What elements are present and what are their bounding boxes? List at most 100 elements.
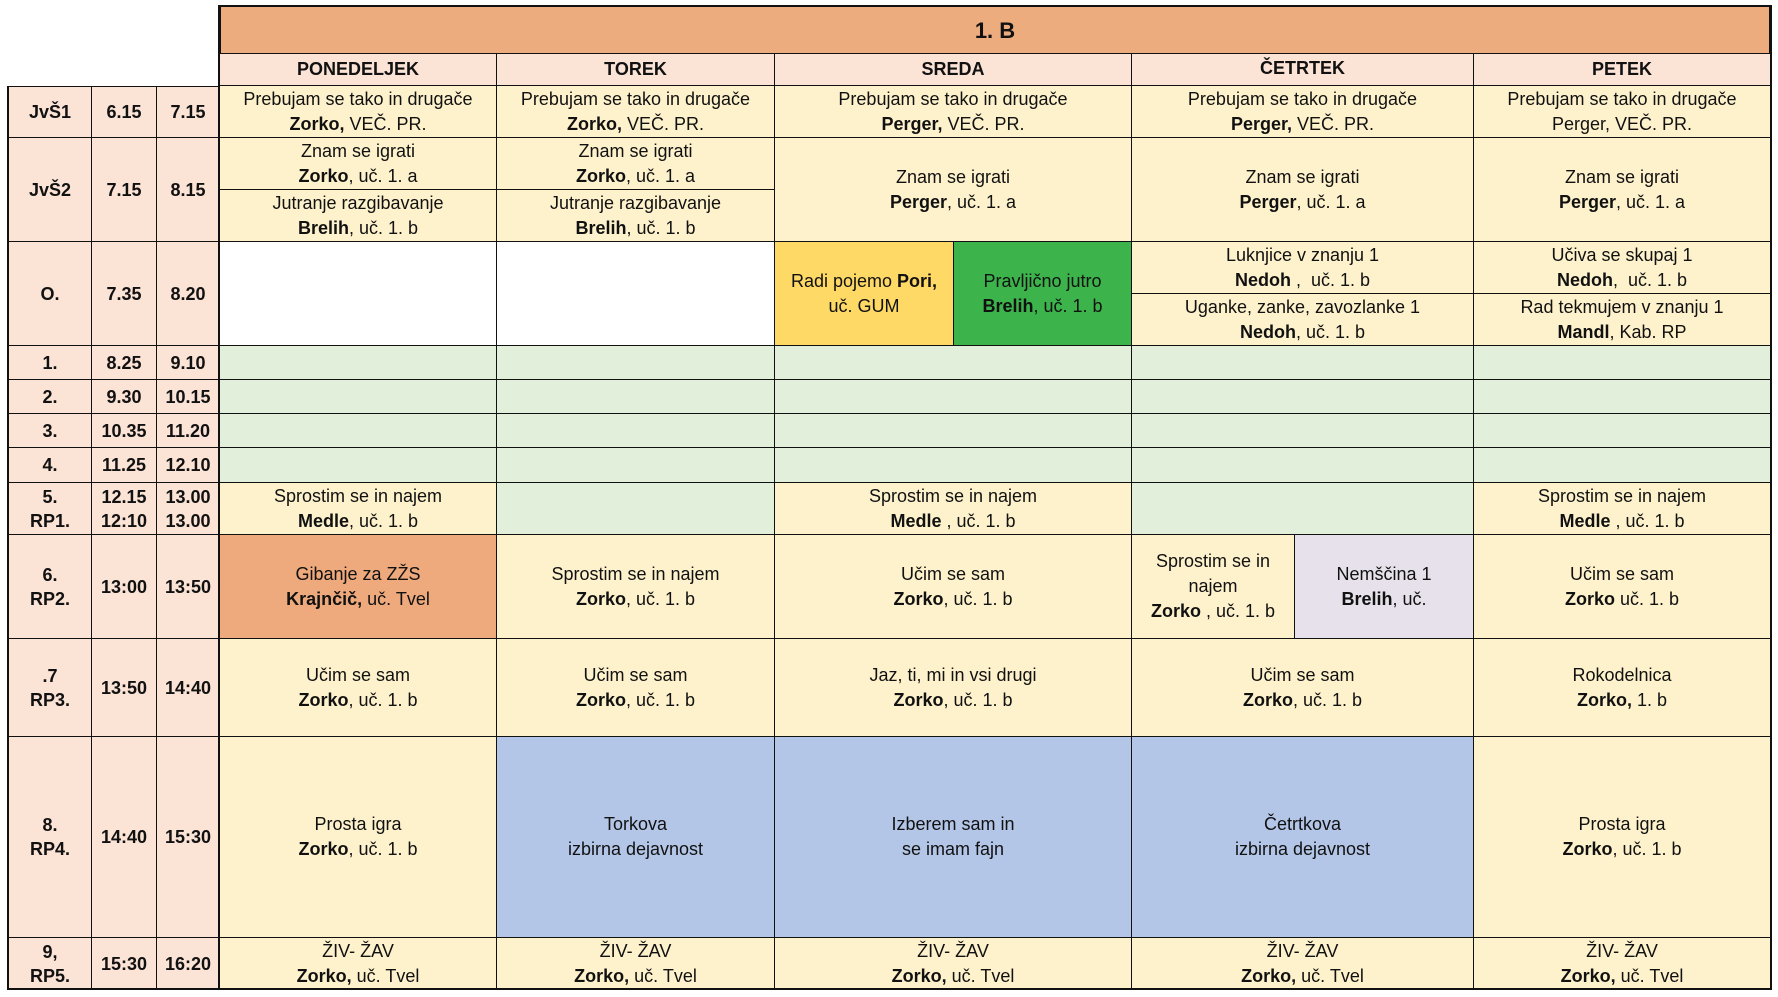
day-header-tuesday: TOREK <box>496 53 774 86</box>
cell-monday-jvs2-b: Jutranje razgibavanje Brelih, uč. 1. b <box>219 190 496 242</box>
day-header-thursday: ČETRTEK <box>1131 53 1473 86</box>
cell-tuesday-rp3: Učim se sam Zorko, uč. 1. b <box>496 639 774 737</box>
cell-thursday-rp2-a: Sprostim se in najem Zorko , uč. 1. b <box>1131 535 1294 639</box>
cell-friday-o-b: Rad tekmujem v znanju 1 Mandl, Kab. RP <box>1473 294 1771 346</box>
cell-monday-jvs1: Prebujam se tako in drugače Zorko, VEČ. … <box>219 86 496 138</box>
empty-lesson-cell <box>774 346 1131 380</box>
row-end-time: 10.15 <box>156 380 219 414</box>
empty-lesson-cell <box>774 448 1131 483</box>
row-end-time: 7.15 <box>156 86 219 138</box>
row-end-time: 8.15 <box>156 138 219 242</box>
cell-wednesday-rp1: Sprostim se in najem Medle , uč. 1. b <box>774 483 1131 535</box>
cell-friday-rp2: Učim se sam Zorko uč. 1. b <box>1473 535 1771 639</box>
row-label: 6. RP2. <box>8 535 91 639</box>
row-end-time: 11.20 <box>156 414 219 448</box>
day-header-monday: PONEDELJEK <box>219 53 496 86</box>
row-label: .7 RP3. <box>8 639 91 737</box>
row-start-time: 12.15 12:10 <box>91 483 156 535</box>
cell-thursday-rp4: Četrtkova izbirna dejavnost <box>1131 737 1473 938</box>
empty-lesson-cell <box>1131 380 1473 414</box>
cell-wednesday-rp3: Jaz, ti, mi in vsi drugi Zorko, uč. 1. b <box>774 639 1131 737</box>
row-start-time: 8.25 <box>91 346 156 380</box>
empty-lesson-cell <box>496 380 774 414</box>
cell-monday-rp5: ŽIV- ŽAV Zorko, uč. Tvel <box>219 938 496 990</box>
cell-friday-rp5: ŽIV- ŽAV Zorko, uč. Tvel <box>1473 938 1771 990</box>
empty-lesson-cell <box>1473 448 1771 483</box>
cell-tuesday-jvs2-a: Znam se igrati Zorko, uč. 1. a <box>496 138 774 190</box>
row-end-time: 12.10 <box>156 448 219 483</box>
row-label: 8. RP4. <box>8 737 91 938</box>
cell-wednesday-o-b: Pravljično jutro Brelih, uč. 1. b <box>953 242 1131 346</box>
row-end-time: 14:40 <box>156 639 219 737</box>
cell-thursday-o-b: Uganke, zanke, zavozlanke 1 Nedoh, uč. 1… <box>1131 294 1473 346</box>
row-end-time: 8.20 <box>156 242 219 346</box>
row-label: 9, RP5. <box>8 938 91 990</box>
empty-lesson-cell <box>1473 380 1771 414</box>
row-start-time: 13:00 <box>91 535 156 639</box>
cell-friday-rp1: Sprostim se in najem Medle , uč. 1. b <box>1473 483 1771 535</box>
cell-monday-rp4: Prosta igra Zorko, uč. 1. b <box>219 737 496 938</box>
empty-lesson-cell <box>1131 346 1473 380</box>
outer-border-left <box>7 86 9 990</box>
row-label: O. <box>8 242 91 346</box>
cell-tuesday-rp1-empty <box>496 483 774 535</box>
empty-lesson-cell <box>219 380 496 414</box>
row-end-time: 13.00 13.00 <box>156 483 219 535</box>
row-start-time: 14:40 <box>91 737 156 938</box>
cell-monday-rp1: Sprostim se in najem Medle, uč. 1. b <box>219 483 496 535</box>
empty-lesson-cell <box>219 448 496 483</box>
cell-monday-o-empty <box>219 242 496 346</box>
empty-lesson-cell <box>1473 414 1771 448</box>
row-label: JvŠ2 <box>8 138 91 242</box>
cell-thursday-jvs2: Znam se igrati Perger, uč. 1. a <box>1131 138 1473 242</box>
row-start-time: 9.30 <box>91 380 156 414</box>
cell-wednesday-rp5: ŽIV- ŽAV Zorko, uč. Tvel <box>774 938 1131 990</box>
row-label: 5. RP1. <box>8 483 91 535</box>
cell-tuesday-rp2: Sprostim se in najem Zorko, uč. 1. b <box>496 535 774 639</box>
cell-tuesday-rp4: Torkova izbirna dejavnost <box>496 737 774 938</box>
cell-tuesday-rp5: ŽIV- ŽAV Zorko, uč. Tvel <box>496 938 774 990</box>
cell-thursday-rp2-b: Nemščina 1 Brelih, uč. <box>1294 535 1473 639</box>
row-start-time: 11.25 <box>91 448 156 483</box>
empty-lesson-cell <box>1131 414 1473 448</box>
timetable-title-text: 1. B <box>974 18 1016 43</box>
day-header-wednesday: SREDA <box>774 53 1131 86</box>
cell-thursday-rp1-empty <box>1131 483 1473 535</box>
timetable-title: 1. B <box>219 5 1771 54</box>
empty-lesson-cell <box>1131 448 1473 483</box>
row-end-time: 9.10 <box>156 346 219 380</box>
row-start-time: 7.35 <box>91 242 156 346</box>
cell-wednesday-rp4: Izberem sam in se imam fajn <box>774 737 1131 938</box>
row-end-time: 13:50 <box>156 535 219 639</box>
cell-tuesday-jvs1: Prebujam se tako in drugače Zorko, VEČ. … <box>496 86 774 138</box>
outer-border-right <box>1770 5 1772 990</box>
row-start-time: 10.35 <box>91 414 156 448</box>
cell-thursday-o-a: Luknjice v znanju 1 Nedoh , uč. 1. b <box>1131 242 1473 294</box>
row-label: 1. <box>8 346 91 380</box>
day-header-friday: PETEK <box>1473 53 1771 86</box>
row-start-time: 7.15 <box>91 138 156 242</box>
empty-lesson-cell <box>496 448 774 483</box>
cell-friday-rp4: Prosta igra Zorko, uč. 1. b <box>1473 737 1771 938</box>
row-start-time: 6.15 <box>91 86 156 138</box>
cell-friday-rp3: Rokodelnica Zorko, 1. b <box>1473 639 1771 737</box>
cell-monday-rp2: Gibanje za ZŽS Krajnčič, uč. Tvel <box>219 535 496 639</box>
cell-monday-rp3: Učim se sam Zorko, uč. 1. b <box>219 639 496 737</box>
row-label: 4. <box>8 448 91 483</box>
empty-lesson-cell <box>219 346 496 380</box>
cell-friday-o-a: Učiva se skupaj 1 Nedoh, uč. 1. b <box>1473 242 1771 294</box>
cell-tuesday-jvs2-b: Jutranje razgibavanje Brelih, uč. 1. b <box>496 190 774 242</box>
cell-thursday-rp5: ŽIV- ŽAV Zorko, uč. Tvel <box>1131 938 1473 990</box>
outer-border-bottom <box>7 988 1772 990</box>
cell-friday-jvs1: Prebujam se tako in drugače Perger, VEČ.… <box>1473 86 1771 138</box>
cell-tuesday-o-empty <box>496 242 774 346</box>
row-end-time: 15:30 <box>156 737 219 938</box>
row-label: 2. <box>8 380 91 414</box>
empty-lesson-cell <box>496 414 774 448</box>
empty-lesson-cell <box>1473 346 1771 380</box>
cell-wednesday-rp2: Učim se sam Zorko, uč. 1. b <box>774 535 1131 639</box>
empty-lesson-cell <box>496 346 774 380</box>
row-start-time: 15:30 <box>91 938 156 990</box>
empty-lesson-cell <box>219 414 496 448</box>
cell-friday-jvs2: Znam se igrati Perger, uč. 1. a <box>1473 138 1771 242</box>
